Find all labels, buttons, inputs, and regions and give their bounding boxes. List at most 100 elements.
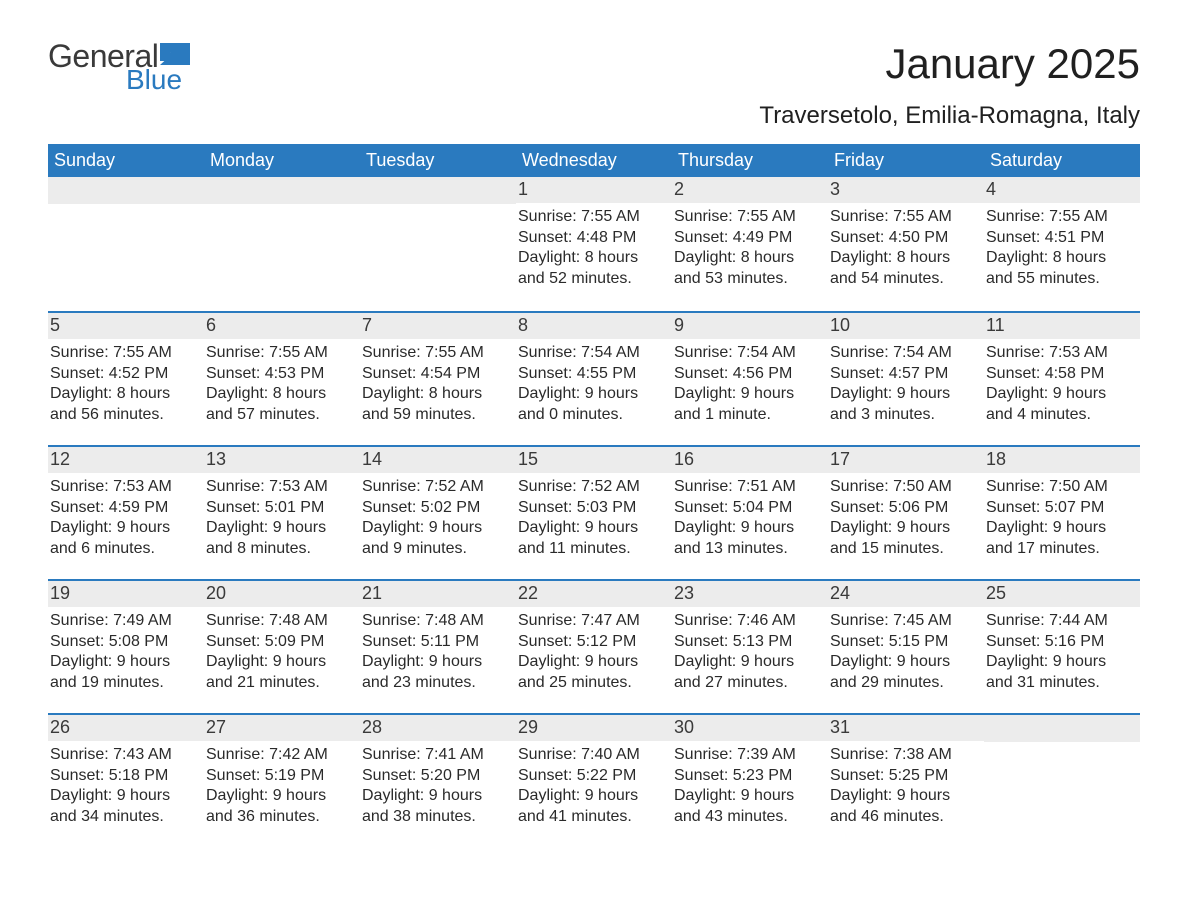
- daylight2-text: and 17 minutes.: [986, 539, 1138, 560]
- sunrise-text: Sunrise: 7:49 AM: [50, 611, 202, 632]
- daylight2-text: and 59 minutes.: [362, 405, 514, 426]
- day-info: Sunrise: 7:54 AMSunset: 4:55 PMDaylight:…: [516, 339, 672, 442]
- daylight1-text: Daylight: 9 hours: [362, 786, 514, 807]
- sunrise-text: Sunrise: 7:53 AM: [50, 477, 202, 498]
- calendar-cell: [204, 177, 360, 311]
- day-number: 15: [516, 447, 672, 473]
- day-number: 3: [828, 177, 984, 203]
- day-number: 14: [360, 447, 516, 473]
- calendar-cell: 8Sunrise: 7:54 AMSunset: 4:55 PMDaylight…: [516, 313, 672, 445]
- sunset-text: Sunset: 5:16 PM: [986, 632, 1138, 653]
- sunset-text: Sunset: 4:53 PM: [206, 364, 358, 385]
- day-number: 22: [516, 581, 672, 607]
- sunrise-text: Sunrise: 7:55 AM: [50, 343, 202, 364]
- day-number: 25: [984, 581, 1140, 607]
- sunrise-text: Sunrise: 7:52 AM: [518, 477, 670, 498]
- daylight2-text: and 4 minutes.: [986, 405, 1138, 426]
- day-info: Sunrise: 7:42 AMSunset: 5:19 PMDaylight:…: [204, 741, 360, 844]
- day-info: Sunrise: 7:50 AMSunset: 5:07 PMDaylight:…: [984, 473, 1140, 576]
- calendar-cell: 9Sunrise: 7:54 AMSunset: 4:56 PMDaylight…: [672, 313, 828, 445]
- day-number: [204, 177, 360, 204]
- daylight1-text: Daylight: 9 hours: [362, 518, 514, 539]
- daylight2-text: and 8 minutes.: [206, 539, 358, 560]
- daylight2-text: and 6 minutes.: [50, 539, 202, 560]
- calendar-cell: 6Sunrise: 7:55 AMSunset: 4:53 PMDaylight…: [204, 313, 360, 445]
- sunrise-text: Sunrise: 7:50 AM: [830, 477, 982, 498]
- weeks-container: 1Sunrise: 7:55 AMSunset: 4:48 PMDaylight…: [48, 177, 1140, 847]
- day-info: Sunrise: 7:46 AMSunset: 5:13 PMDaylight:…: [672, 607, 828, 710]
- calendar-cell: 7Sunrise: 7:55 AMSunset: 4:54 PMDaylight…: [360, 313, 516, 445]
- day-number: 10: [828, 313, 984, 339]
- day-header: Thursday: [672, 144, 828, 177]
- daylight2-text: and 52 minutes.: [518, 269, 670, 290]
- day-info: Sunrise: 7:55 AMSunset: 4:50 PMDaylight:…: [828, 203, 984, 306]
- daylight1-text: Daylight: 9 hours: [518, 786, 670, 807]
- day-info: Sunrise: 7:48 AMSunset: 5:09 PMDaylight:…: [204, 607, 360, 710]
- daylight1-text: Daylight: 8 hours: [518, 248, 670, 269]
- daylight2-text: and 21 minutes.: [206, 673, 358, 694]
- calendar-cell: [48, 177, 204, 311]
- daylight2-text: and 55 minutes.: [986, 269, 1138, 290]
- calendar-cell: 23Sunrise: 7:46 AMSunset: 5:13 PMDayligh…: [672, 581, 828, 713]
- calendar-cell: 22Sunrise: 7:47 AMSunset: 5:12 PMDayligh…: [516, 581, 672, 713]
- daylight2-text: and 31 minutes.: [986, 673, 1138, 694]
- daylight1-text: Daylight: 9 hours: [674, 786, 826, 807]
- day-info: Sunrise: 7:52 AMSunset: 5:03 PMDaylight:…: [516, 473, 672, 576]
- sunset-text: Sunset: 5:08 PM: [50, 632, 202, 653]
- sunset-text: Sunset: 4:57 PM: [830, 364, 982, 385]
- daylight2-text: and 54 minutes.: [830, 269, 982, 290]
- sunrise-text: Sunrise: 7:39 AM: [674, 745, 826, 766]
- calendar-cell: [360, 177, 516, 311]
- calendar-week: 5Sunrise: 7:55 AMSunset: 4:52 PMDaylight…: [48, 311, 1140, 445]
- daylight2-text: and 34 minutes.: [50, 807, 202, 828]
- day-number: 24: [828, 581, 984, 607]
- daylight1-text: Daylight: 9 hours: [206, 786, 358, 807]
- calendar-cell: 11Sunrise: 7:53 AMSunset: 4:58 PMDayligh…: [984, 313, 1140, 445]
- day-number: 7: [360, 313, 516, 339]
- daylight1-text: Daylight: 9 hours: [674, 384, 826, 405]
- daylight2-text: and 1 minute.: [674, 405, 826, 426]
- day-number: 5: [48, 313, 204, 339]
- header-row: General Blue January 2025: [48, 40, 1140, 94]
- sunrise-text: Sunrise: 7:55 AM: [518, 207, 670, 228]
- day-number: 26: [48, 715, 204, 741]
- calendar-cell: 31Sunrise: 7:38 AMSunset: 5:25 PMDayligh…: [828, 715, 984, 847]
- daylight1-text: Daylight: 9 hours: [674, 518, 826, 539]
- daylight1-text: Daylight: 8 hours: [830, 248, 982, 269]
- day-number: 9: [672, 313, 828, 339]
- calendar-cell: 27Sunrise: 7:42 AMSunset: 5:19 PMDayligh…: [204, 715, 360, 847]
- daylight1-text: Daylight: 8 hours: [50, 384, 202, 405]
- sunrise-text: Sunrise: 7:45 AM: [830, 611, 982, 632]
- day-number: 13: [204, 447, 360, 473]
- daylight1-text: Daylight: 9 hours: [206, 652, 358, 673]
- calendar-cell: 2Sunrise: 7:55 AMSunset: 4:49 PMDaylight…: [672, 177, 828, 311]
- calendar-cell: [984, 715, 1140, 847]
- calendar-cell: 20Sunrise: 7:48 AMSunset: 5:09 PMDayligh…: [204, 581, 360, 713]
- calendar-cell: 18Sunrise: 7:50 AMSunset: 5:07 PMDayligh…: [984, 447, 1140, 579]
- daylight1-text: Daylight: 9 hours: [50, 786, 202, 807]
- sunrise-text: Sunrise: 7:55 AM: [986, 207, 1138, 228]
- day-header: Saturday: [984, 144, 1140, 177]
- day-info: Sunrise: 7:53 AMSunset: 5:01 PMDaylight:…: [204, 473, 360, 576]
- sunset-text: Sunset: 5:20 PM: [362, 766, 514, 787]
- calendar-cell: 14Sunrise: 7:52 AMSunset: 5:02 PMDayligh…: [360, 447, 516, 579]
- day-headers-row: Sunday Monday Tuesday Wednesday Thursday…: [48, 144, 1140, 177]
- daylight2-text: and 53 minutes.: [674, 269, 826, 290]
- day-number: 20: [204, 581, 360, 607]
- sunrise-text: Sunrise: 7:54 AM: [830, 343, 982, 364]
- day-number: 18: [984, 447, 1140, 473]
- daylight1-text: Daylight: 8 hours: [674, 248, 826, 269]
- day-number: 1: [516, 177, 672, 203]
- day-number: [48, 177, 204, 204]
- day-info: Sunrise: 7:40 AMSunset: 5:22 PMDaylight:…: [516, 741, 672, 844]
- day-number: 16: [672, 447, 828, 473]
- daylight2-text: and 56 minutes.: [50, 405, 202, 426]
- daylight2-text: and 36 minutes.: [206, 807, 358, 828]
- daylight1-text: Daylight: 8 hours: [362, 384, 514, 405]
- sunrise-text: Sunrise: 7:55 AM: [206, 343, 358, 364]
- calendar-cell: 12Sunrise: 7:53 AMSunset: 4:59 PMDayligh…: [48, 447, 204, 579]
- daylight2-text: and 0 minutes.: [518, 405, 670, 426]
- calendar-cell: 25Sunrise: 7:44 AMSunset: 5:16 PMDayligh…: [984, 581, 1140, 713]
- sunrise-text: Sunrise: 7:46 AM: [674, 611, 826, 632]
- daylight1-text: Daylight: 9 hours: [50, 518, 202, 539]
